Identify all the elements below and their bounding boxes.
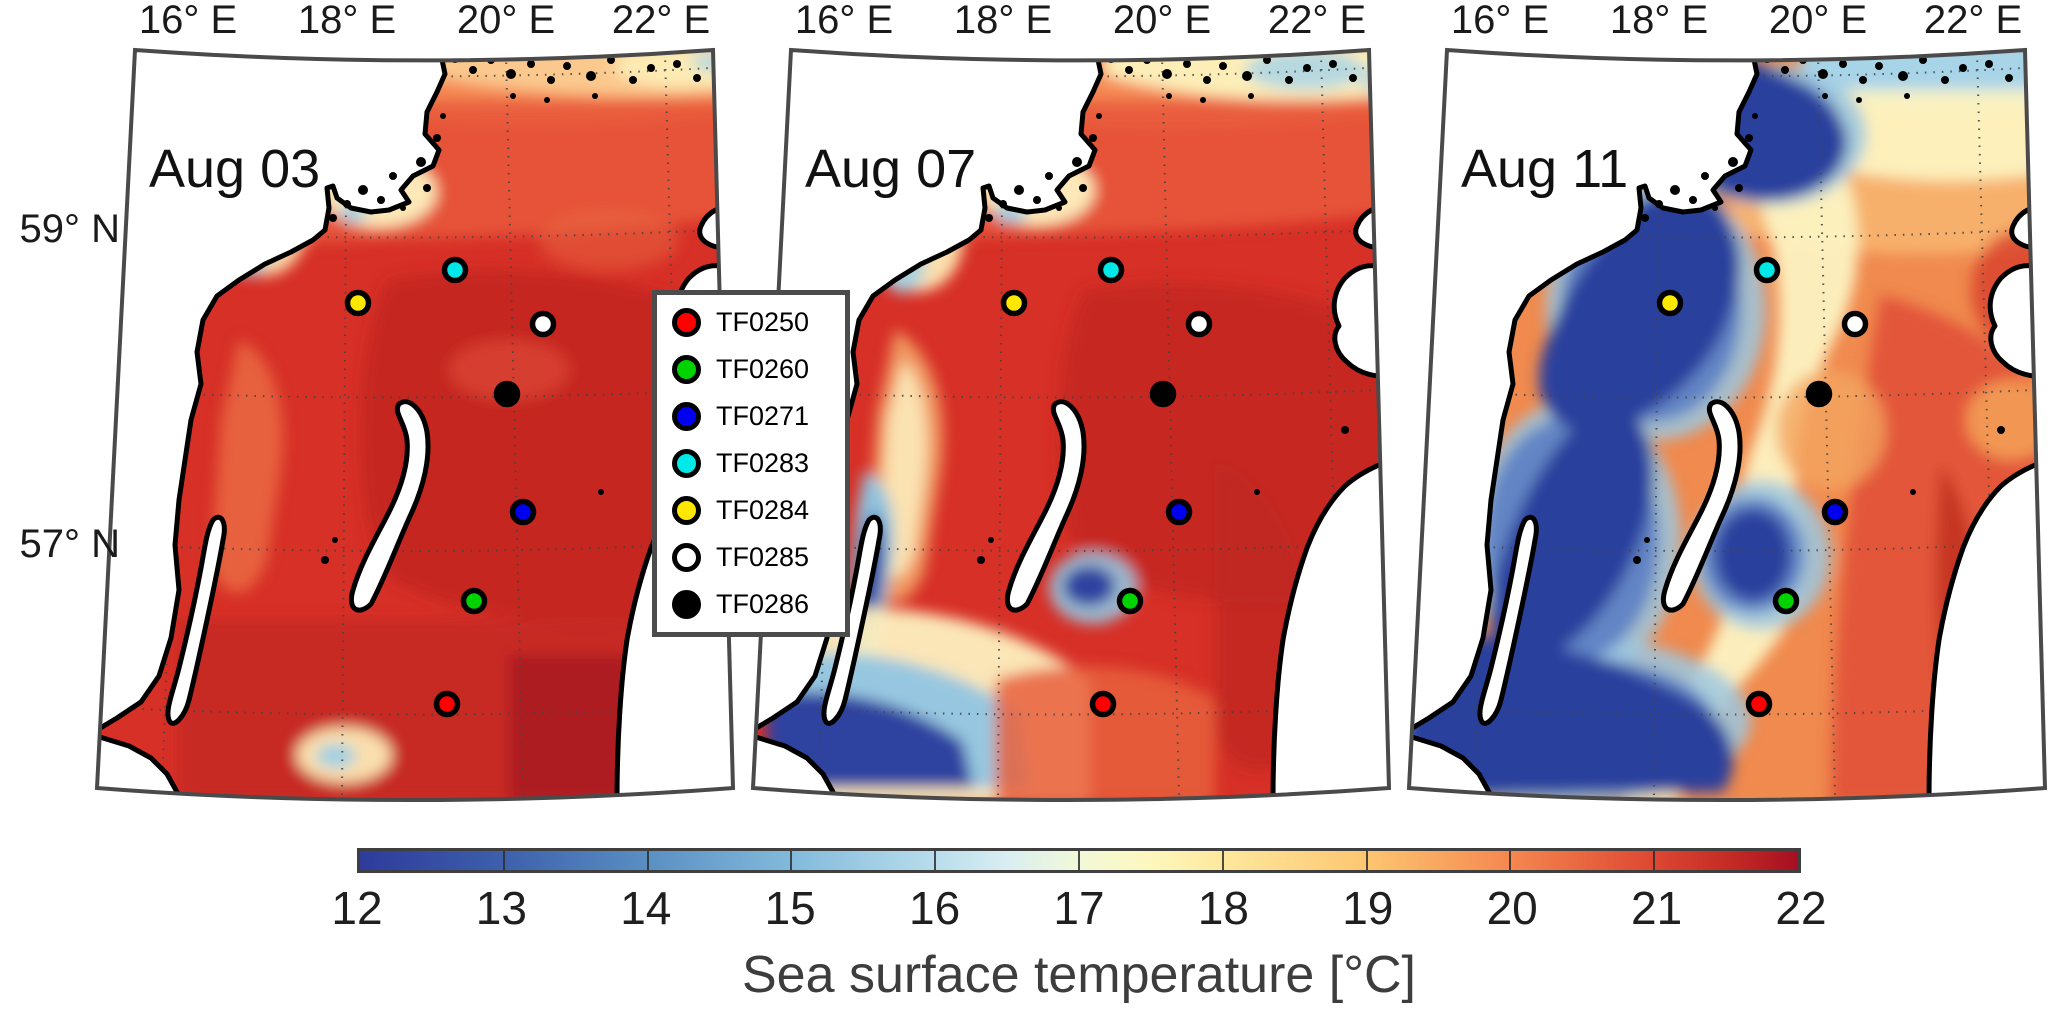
lat-tick-57n: 57° N (19, 522, 121, 566)
colorbar-tick-14: 14 (620, 882, 672, 934)
legend-row-TF0284: TF0284 (657, 495, 845, 526)
colorbar-separator (1221, 851, 1224, 870)
colorbar-separator (934, 851, 937, 870)
colorbar-separator (790, 851, 793, 870)
lon-tick-20e: 20° E (1112, 0, 1212, 42)
station-marker-TF0286 (1149, 380, 1177, 408)
station-marker-TF0271 (509, 498, 537, 526)
colorbar-tick-18: 18 (1197, 882, 1249, 934)
lon-tick-22e: 22° E (1923, 0, 2023, 42)
station-marker-TF0286 (493, 380, 521, 408)
legend-label: TF0285 (716, 542, 810, 572)
station-marker-TF0250 (1745, 690, 1773, 718)
legend-label: TF0283 (716, 448, 810, 478)
colorbar-tick-12: 12 (331, 882, 383, 934)
colorbar-tick-21: 21 (1631, 882, 1683, 934)
lon-tick-18e: 18° E (1609, 0, 1709, 42)
station-legend: TF0250 TF0260 TF0271 TF0283 TF0284 TF0285 TF02… (652, 290, 850, 637)
legend-row-TF0271: TF0271 (657, 401, 845, 432)
legend-marker-TF0284 (672, 496, 701, 525)
colorbar-separator (502, 851, 505, 870)
map-panel-aug11: 16° E 18° E 20° E 22° E Aug 11 (1401, 0, 2057, 810)
colorbar-separator (1509, 851, 1512, 870)
lon-tick-16e: 16° E (1450, 0, 1550, 42)
station-marker-TF0285 (529, 310, 557, 338)
legend-row-TF0250: TF0250 (657, 307, 845, 338)
lon-tick-16e: 16° E (138, 0, 238, 42)
colorbar-tick-22: 22 (1775, 882, 1827, 934)
station-marker-TF0260 (1772, 587, 1800, 615)
station-marker-TF0284 (1000, 289, 1028, 317)
station-markers (1656, 256, 1869, 718)
station-marker-TF0283 (1097, 256, 1125, 284)
legend-row-TF0285: TF0285 (657, 542, 845, 573)
colorbar: 12 13 14 15 16 17 18 19 20 21 22 Sea surface tempe… (331, 848, 1827, 1005)
station-marker-TF0260 (1116, 587, 1144, 615)
map-panel-aug07: 16° E 18° E 20° E 22° E Aug 07 (745, 0, 1401, 810)
legend-row-TF0260: TF0260 (657, 354, 845, 385)
colorbar-separator (1653, 851, 1656, 870)
legend-label: TF0284 (716, 495, 810, 525)
panel-date-label: Aug 11 (1461, 139, 1629, 199)
lon-tick-22e: 22° E (611, 0, 711, 42)
colorbar-label: Sea surface temperature [°C] (742, 946, 1416, 1004)
legend-marker-TF0271 (672, 402, 701, 431)
lon-tick-22e: 22° E (1267, 0, 1367, 42)
panel-date-label: Aug 07 (805, 139, 977, 199)
lon-tick-20e: 20° E (1768, 0, 1868, 42)
legend-row-TF0286: TF0286 (657, 589, 845, 620)
legend-marker-TF0260 (672, 355, 701, 384)
station-marker-TF0284 (1656, 289, 1684, 317)
colorbar-tick-13: 13 (475, 882, 527, 934)
colorbar-ticks: 12 13 14 15 16 17 18 19 20 21 22 (331, 873, 1826, 934)
station-marker-TF0286 (1805, 380, 1833, 408)
map-panel-aug03: 16° E 18° E 20° E 22° E Aug 03 (89, 0, 745, 810)
legend-marker-TF0250 (672, 308, 701, 337)
station-marker-TF0285 (1841, 310, 1869, 338)
colorbar-tick-16: 16 (909, 882, 961, 934)
colorbar-separator (1365, 851, 1368, 870)
station-marker-TF0283 (1753, 256, 1781, 284)
legend-marker-TF0286 (672, 590, 701, 619)
station-marker-TF0285 (1185, 310, 1213, 338)
lon-tick-16e: 16° E (794, 0, 894, 42)
colorbar-tick-19: 19 (1342, 882, 1394, 934)
panel-date-label: Aug 03 (149, 139, 321, 199)
colorbar-tick-17: 17 (1053, 882, 1105, 934)
legend-label: TF0260 (716, 354, 810, 384)
station-markers (344, 256, 557, 718)
lon-tick-20e: 20° E (456, 0, 556, 42)
legend-marker-TF0285 (672, 543, 701, 572)
colorbar-separator (1078, 851, 1080, 870)
legend-label: TF0250 (716, 307, 810, 337)
legend-marker-TF0283 (672, 449, 701, 478)
lon-tick-18e: 18° E (953, 0, 1053, 42)
station-marker-TF0283 (441, 256, 469, 284)
colorbar-tick-15: 15 (764, 882, 816, 934)
lat-tick-59n: 59° N (19, 207, 121, 251)
colorbar-separator (646, 851, 649, 870)
legend-label: TF0271 (716, 401, 810, 431)
colorbar-gradient (357, 848, 1801, 873)
station-marker-TF0250 (1089, 690, 1117, 718)
lon-tick-18e: 18° E (297, 0, 397, 42)
station-marker-TF0271 (1165, 498, 1193, 526)
station-markers (1000, 256, 1213, 718)
colorbar-tick-20: 20 (1486, 882, 1538, 934)
legend-row-TF0283: TF0283 (657, 448, 845, 479)
station-marker-TF0260 (460, 587, 488, 615)
station-marker-TF0284 (344, 289, 372, 317)
station-marker-TF0250 (433, 690, 461, 718)
station-marker-TF0271 (1821, 498, 1849, 526)
legend-label: TF0286 (716, 589, 810, 619)
